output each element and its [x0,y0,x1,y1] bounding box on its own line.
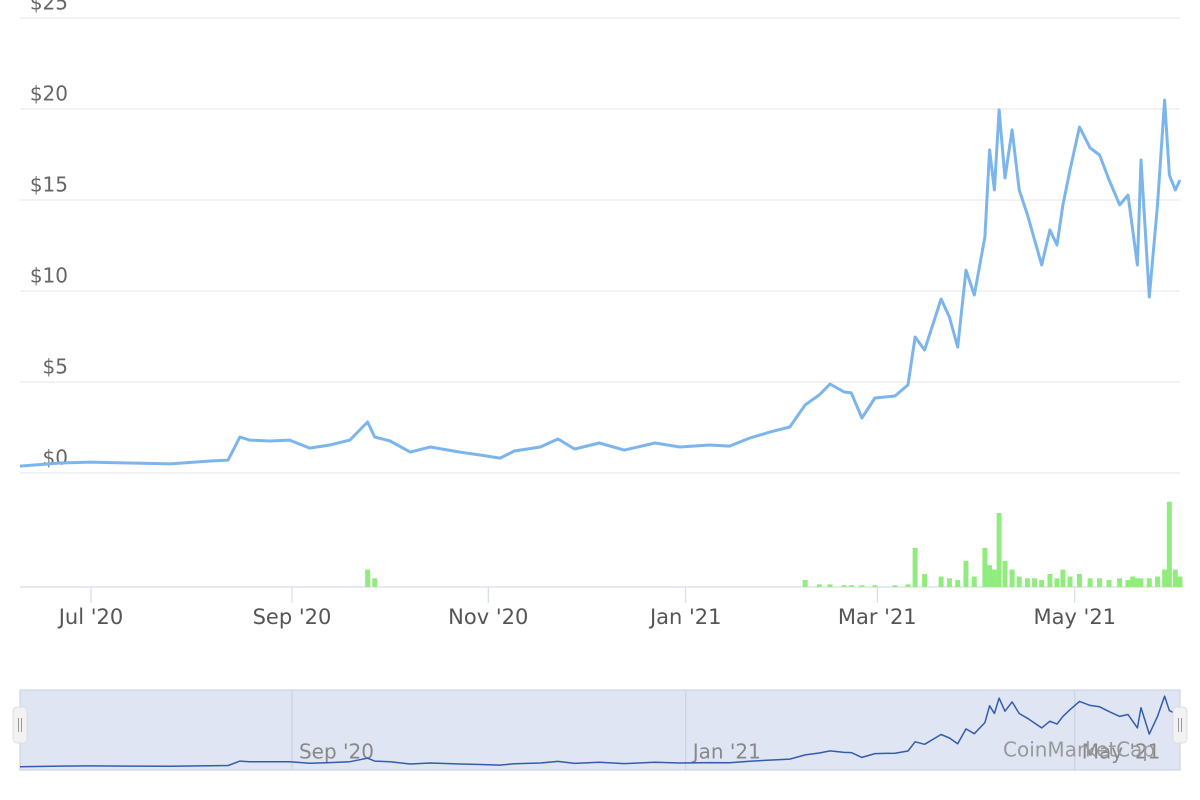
navigator-line [19,695,1181,768]
x-tick-label: Sep '20 [253,605,332,629]
volume-bar [859,585,865,587]
volume-bar [1097,578,1103,587]
x-tick-label: Nov '20 [448,605,528,629]
volume-bar [1016,576,1022,587]
volume-bar [1125,580,1131,587]
x-tick-label: Jan '21 [648,605,722,629]
volume-bar [912,547,918,587]
y-tick-label: $5 [43,355,68,379]
volume-bar [1060,569,1066,587]
volume-bar [816,584,822,587]
navigator-tick-label: Jan '21 [691,740,761,764]
volume-bar [982,547,988,587]
volume-bar [1130,576,1136,587]
volume-bar [1024,578,1030,587]
volume-bar [1009,569,1015,587]
navigator-handle[interactable] [1172,706,1188,744]
volume-bar [1146,578,1152,587]
volume-bar [991,569,997,587]
volume-bar [892,585,898,587]
volume-bar [922,573,928,587]
volume-bar [1054,578,1060,587]
volume-bar [1067,576,1073,587]
price-line [19,98,1182,468]
volume-bar [1039,580,1045,587]
y-tick-label: $25 [30,0,68,15]
volume-bar [905,584,911,587]
volume-bar [1134,578,1140,587]
volume-bar [963,560,969,587]
volume-bar [971,576,977,587]
watermark: CoinMarketCap [1003,738,1155,762]
volume-bar [1032,578,1038,587]
volume-bar [365,569,371,587]
volume-bar [1155,576,1161,587]
volume-bar [872,585,878,587]
y-tick-label: $10 [30,264,68,288]
y-tick-label: $20 [30,82,68,106]
volume-bar [1087,578,1093,587]
volume-bar [1047,573,1053,587]
volume-bar [1106,580,1112,587]
volume-bar [946,578,952,587]
y-tick-label: $0 [43,446,68,470]
volume-bar [1138,578,1144,587]
navigator-background [19,689,1181,771]
volume-bar [1162,569,1168,587]
volume-bar [372,578,378,587]
volume-bar [1002,560,1008,587]
volume-bar [848,585,854,587]
volume-bar [987,565,993,587]
volume-bar [996,513,1002,587]
volume-bar [802,580,808,587]
volume-bar [1172,569,1178,587]
volume-bar [1177,576,1183,587]
volume-bar [938,576,944,587]
volume-bar [955,580,961,587]
x-tick-label: May '21 [1033,605,1116,629]
navigator-handle[interactable] [12,706,28,744]
volume-bar [827,584,833,587]
navigator-tick-label: May '21 [1082,740,1161,764]
volume-bar [1076,573,1082,587]
volume-bar [841,585,847,587]
x-tick-label: Jul '20 [57,605,124,629]
y-tick-label: $15 [30,173,68,197]
x-tick-label: Mar '21 [838,605,917,629]
volume-bar [1117,578,1123,587]
volume-bar [1166,501,1172,587]
